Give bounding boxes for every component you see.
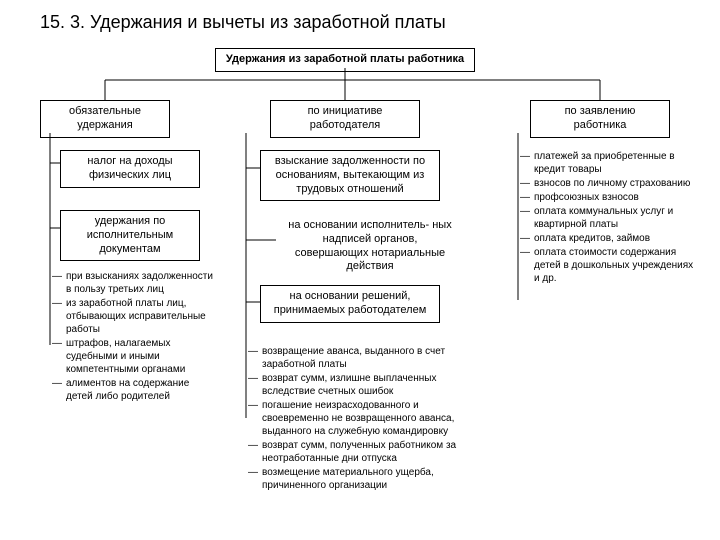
list-item: возмещение материального ущерба, причине…: [248, 466, 483, 492]
c2-notary: на основании исполнитель- ных надписей о…: [280, 215, 460, 278]
list-item: профсоюзных взносов: [520, 191, 695, 204]
cat-employee: по заявлению работника: [530, 100, 670, 138]
c2-employer-decision: на основании решений, принимаемых работо…: [260, 285, 440, 323]
list-exec-docs: при взысканиях задолженности в пользу тр…: [52, 270, 217, 404]
list-item: при взысканиях задолженности в пользу тр…: [52, 270, 217, 296]
list-item: возврат сумм, полученных работником за н…: [248, 439, 483, 465]
c1-exec-docs: удержания по исполнительным документам: [60, 210, 200, 261]
list-item: возвращение аванса, выданного в счет зар…: [248, 345, 483, 371]
root-box: Удержания из заработной платы работника: [215, 48, 475, 72]
c1-tax: налог на доходы физических лиц: [60, 150, 200, 188]
list-item: платежей за приобретенные в кредит товар…: [520, 150, 695, 176]
list-item: оплата стоимости содержания детей в дошк…: [520, 246, 695, 285]
list-item: взносов по личному страхованию: [520, 177, 695, 190]
list-item: оплата кредитов, займов: [520, 232, 695, 245]
list-item: возврат сумм, излишне выплаченных вследс…: [248, 372, 483, 398]
c2-labor-debt: взыскание задолженности по основаниям, в…: [260, 150, 440, 201]
page-title: 15. 3. Удержания и вычеты из заработной …: [0, 0, 720, 33]
list-employee-request: платежей за приобретенные в кредит товар…: [520, 150, 695, 286]
list-item: из заработной платы лиц, отбывающих испр…: [52, 297, 217, 336]
cat-mandatory: обязательные удержания: [40, 100, 170, 138]
list-item: штрафов, налагаемых судебными и иными ко…: [52, 337, 217, 376]
list-item: оплата коммунальных услуг и квартирной п…: [520, 205, 695, 231]
cat-employer: по инициативе работодателя: [270, 100, 420, 138]
list-employer-decisions: возвращение аванса, выданного в счет зар…: [248, 345, 483, 493]
list-item: алиментов на содержание детей либо родит…: [52, 377, 217, 403]
list-item: погашение неизрасходованного и своевреме…: [248, 399, 483, 438]
